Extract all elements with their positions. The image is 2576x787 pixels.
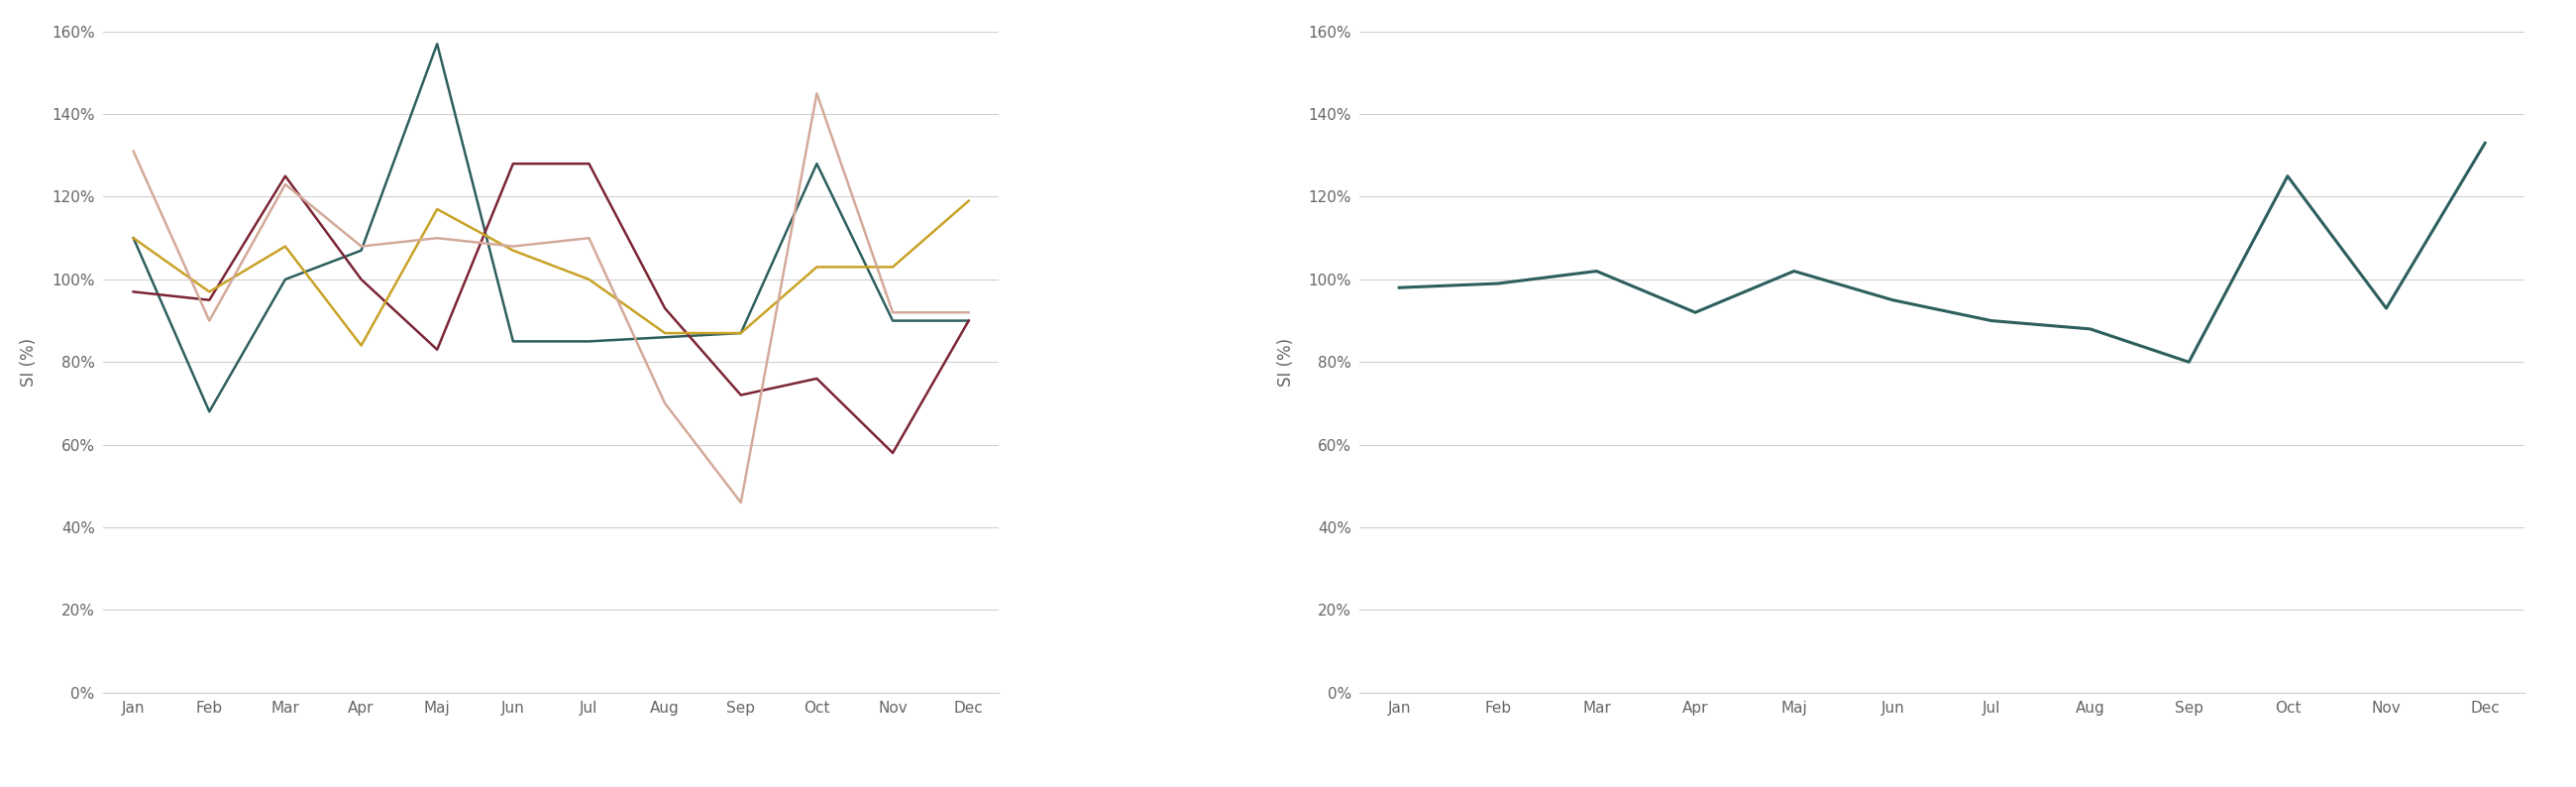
Y-axis label: SI (%): SI (%)	[1278, 338, 1296, 386]
Y-axis label: SI (%): SI (%)	[21, 338, 39, 386]
